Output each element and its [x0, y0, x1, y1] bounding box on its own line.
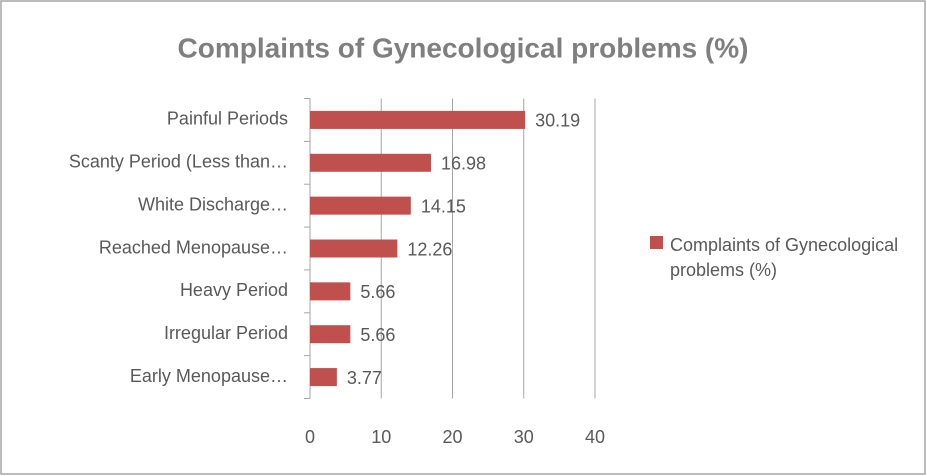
bar [310, 153, 431, 172]
x-tick-label: 30 [514, 427, 534, 447]
x-tick-label: 20 [442, 427, 462, 447]
data-label: 30.19 [535, 111, 580, 131]
bar [310, 239, 398, 258]
chart-title: Complaints of Gynecological problems (%) [178, 32, 749, 63]
bar [310, 196, 411, 215]
x-tick-label: 10 [371, 427, 391, 447]
bar [310, 325, 351, 344]
data-label: 16.98 [441, 154, 486, 174]
data-label: 14.15 [421, 196, 466, 216]
data-label: 3.77 [347, 368, 382, 388]
legend-swatch [650, 236, 663, 249]
data-label: 5.66 [360, 325, 395, 345]
bar [310, 282, 351, 301]
y-tick-label: Irregular Period [164, 323, 288, 343]
y-tick-label: Heavy Period [180, 280, 288, 300]
y-tick-label: Scanty Period (Less than… [69, 152, 288, 172]
x-tick-label: 0 [305, 427, 315, 447]
y-tick-label: White Discharge… [138, 194, 288, 214]
y-tick-label: Early Menopause… [130, 366, 288, 386]
y-tick-label: Painful Periods [167, 109, 288, 129]
bar [310, 110, 526, 129]
legend-label: Complaints of Gynecological problems (%) [670, 235, 899, 280]
y-tick-label: Reached Menopause… [99, 237, 288, 257]
data-label: 5.66 [360, 282, 395, 302]
bar [310, 368, 337, 387]
data-label: 12.26 [407, 239, 452, 259]
x-tick-label: 40 [585, 427, 605, 447]
